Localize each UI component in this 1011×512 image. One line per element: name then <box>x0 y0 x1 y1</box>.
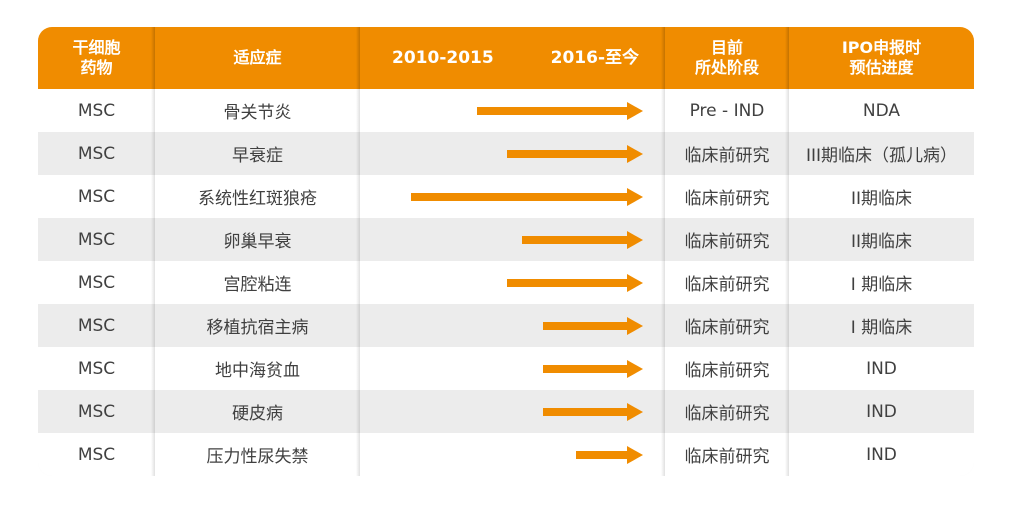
arrow-shaft <box>576 451 629 459</box>
indication-cell: 卵巢早衰 <box>155 218 360 261</box>
arrow-shaft <box>507 150 629 158</box>
table-body: MSC 骨关节炎 Pre - IND NDA MSC 早衰症 临床前研究 III期临床（孤儿病… <box>38 89 974 476</box>
arrow-shaft <box>507 279 629 287</box>
ipo-cell: IND <box>866 401 897 422</box>
pipeline-table: 干细胞 药物 适应症 2010-2015 2016-至今 目前 所处阶段 IPO… <box>38 27 974 476</box>
timeline-cell <box>360 390 665 433</box>
arrow-head-icon <box>627 317 643 335</box>
stage-cell: 临床前研究 <box>665 132 789 175</box>
ipo-cell: IND <box>866 358 897 379</box>
indication-cell: 移植抗宿主病 <box>155 304 360 347</box>
header-stage-label: 目前 所处阶段 <box>694 38 759 77</box>
timeline-arrow <box>507 274 643 292</box>
timeline-arrow <box>576 446 643 464</box>
timeline-arrow <box>411 188 643 206</box>
arrow-head-icon <box>627 102 643 120</box>
timeline-cell <box>360 89 665 132</box>
indication-cell: 骨关节炎 <box>155 89 360 132</box>
arrow-shaft <box>543 408 629 416</box>
drug-cell: MSC <box>38 175 155 218</box>
table-row: MSC 骨关节炎 Pre - IND NDA <box>38 89 974 132</box>
stage-cell: 临床前研究 <box>665 218 789 261</box>
indication-cell: 系统性红斑狼疮 <box>155 175 360 218</box>
stage-cell: 临床前研究 <box>665 433 789 476</box>
stage-cell: 临床前研究 <box>665 175 789 218</box>
arrow-head-icon <box>627 145 643 163</box>
header-timeline: 2010-2015 2016-至今 <box>360 27 665 89</box>
drug-cell: MSC <box>38 132 155 175</box>
table-row: MSC 宫腔粘连 临床前研究 I 期临床 <box>38 261 974 304</box>
arrow-head-icon <box>627 360 643 378</box>
arrow-head-icon <box>627 188 643 206</box>
ipo-cell: III期临床（孤儿病） <box>805 146 958 166</box>
arrow-head-icon <box>627 446 643 464</box>
arrow-shaft <box>477 107 629 115</box>
timeline-cell <box>360 261 665 304</box>
header-period-1: 2010-2015 <box>392 48 494 68</box>
timeline-arrow <box>522 231 643 249</box>
header-stage: 目前 所处阶段 <box>665 27 789 89</box>
timeline-arrow <box>507 145 643 163</box>
ipo-cell: I 期临床 <box>850 318 913 338</box>
stage-cell: 临床前研究 <box>665 390 789 433</box>
ipo-cell: IND <box>866 444 897 465</box>
arrow-shaft <box>411 193 629 201</box>
arrow-shaft <box>543 365 629 373</box>
timeline-cell <box>360 218 665 261</box>
indication-cell: 宫腔粘连 <box>155 261 360 304</box>
table-row: MSC 地中海贫血 临床前研究 IND <box>38 347 974 390</box>
table-row: MSC 卵巢早衰 临床前研究 II期临床 <box>38 218 974 261</box>
drug-cell: MSC <box>38 433 155 476</box>
arrow-shaft <box>522 236 629 244</box>
table-row: MSC 系统性红斑狼疮 临床前研究 II期临床 <box>38 175 974 218</box>
table-row: MSC 硬皮病 临床前研究 IND <box>38 390 974 433</box>
drug-cell: MSC <box>38 304 155 347</box>
stage-cell: 临床前研究 <box>665 347 789 390</box>
header-drug-label: 干细胞 药物 <box>72 38 121 77</box>
timeline-arrow <box>543 403 643 421</box>
indication-cell: 压力性尿失禁 <box>155 433 360 476</box>
table-row: MSC 移植抗宿主病 临床前研究 I 期临床 <box>38 304 974 347</box>
arrow-head-icon <box>627 231 643 249</box>
timeline-arrow <box>543 317 643 335</box>
drug-cell: MSC <box>38 261 155 304</box>
indication-cell: 早衰症 <box>155 132 360 175</box>
arrow-head-icon <box>627 403 643 421</box>
ipo-cell: II期临床 <box>850 189 913 209</box>
table-header: 干细胞 药物 适应症 2010-2015 2016-至今 目前 所处阶段 IPO… <box>38 27 974 89</box>
header-indication: 适应症 <box>155 27 360 89</box>
arrow-head-icon <box>627 274 643 292</box>
table-row: MSC 早衰症 临床前研究 III期临床（孤儿病） <box>38 132 974 175</box>
timeline-cell <box>360 347 665 390</box>
ipo-cell: II期临床 <box>850 232 913 252</box>
arrow-shaft <box>543 322 629 330</box>
indication-cell: 地中海贫血 <box>155 347 360 390</box>
stage-cell: Pre - IND <box>665 89 789 132</box>
header-drug: 干细胞 药物 <box>38 27 155 89</box>
header-ipo: IPO申报时 预估进度 <box>789 27 974 89</box>
timeline-cell <box>360 304 665 347</box>
stage-cell: 临床前研究 <box>665 261 789 304</box>
timeline-cell <box>360 132 665 175</box>
header-period-2: 2016-至今 <box>550 48 639 68</box>
drug-cell: MSC <box>38 390 155 433</box>
drug-cell: MSC <box>38 347 155 390</box>
timeline-cell <box>360 433 665 476</box>
table-row: MSC 压力性尿失禁 临床前研究 IND <box>38 433 974 476</box>
indication-cell: 硬皮病 <box>155 390 360 433</box>
timeline-arrow <box>477 102 643 120</box>
drug-cell: MSC <box>38 89 155 132</box>
drug-cell: MSC <box>38 218 155 261</box>
stage-cell: 临床前研究 <box>665 304 789 347</box>
header-indication-label: 适应症 <box>233 48 282 67</box>
header-ipo-label: IPO申报时 预估进度 <box>841 38 922 77</box>
ipo-cell: I 期临床 <box>850 275 913 295</box>
ipo-cell: NDA <box>862 100 901 121</box>
timeline-cell <box>360 175 665 218</box>
timeline-arrow <box>543 360 643 378</box>
